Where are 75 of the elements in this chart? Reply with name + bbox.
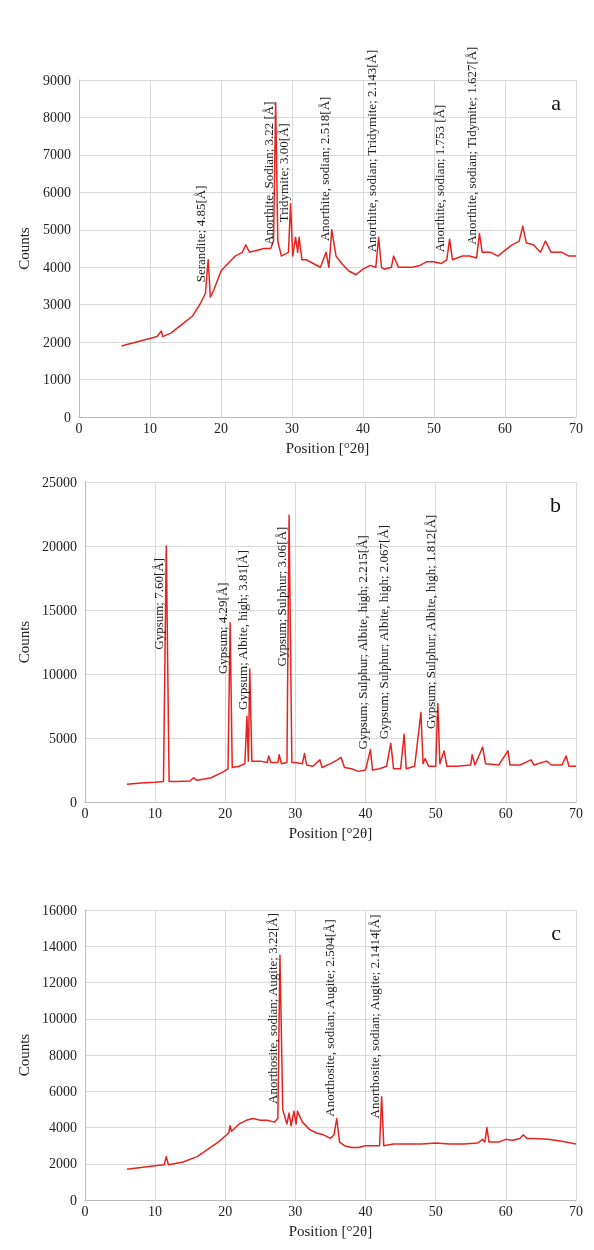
x-tick-label: 0 <box>81 1203 89 1219</box>
x-tick-label: 10 <box>148 805 163 821</box>
annotation: Anorthite, sodian; Tridymite; 2.143[Å] <box>363 49 379 253</box>
x-tick-label: 30 <box>285 420 299 436</box>
x-tick-label: 60 <box>498 1203 513 1219</box>
y-tick-label: 12000 <box>41 975 77 991</box>
chart-title: b <box>550 491 561 517</box>
y-tick-label: 8000 <box>43 109 71 125</box>
chart-title: c <box>551 919 562 945</box>
y-tick-label: 4000 <box>43 259 71 275</box>
x-tick-label: 20 <box>218 805 233 821</box>
x-tick-label: 30 <box>288 805 303 821</box>
x-tick-label: 50 <box>428 1203 443 1219</box>
y-tick-label: 6000 <box>48 1083 77 1099</box>
annotation: Gypsum; 7.60[Å] <box>151 558 167 650</box>
annotation: Gypsum; Sulphur; Albite, high; 1.812[Å] <box>422 514 438 730</box>
y-tick-label: 16000 <box>41 902 77 918</box>
annotation: Anorthite, sodian; Tidymite; 1.627[Å] <box>464 46 480 245</box>
y-tick-label: 25000 <box>41 474 77 490</box>
x-tick-label: 60 <box>498 420 512 436</box>
x-tick-label: 70 <box>569 805 583 821</box>
y-axis-title: Counts <box>15 1033 32 1077</box>
annotation: Gypsum; Sulphur; Albite, high; 2.215[Å] <box>355 535 371 750</box>
x-tick-label: 20 <box>214 420 228 436</box>
x-tick-label: 60 <box>498 805 513 821</box>
annotation: Anorthosite, sodian; Augite; 3.22[Å] <box>264 912 280 1104</box>
x-tick-label: 40 <box>358 1203 373 1219</box>
y-tick-label: 9000 <box>43 72 71 88</box>
y-tick-label: 1000 <box>43 372 71 388</box>
y-tick-label: 5000 <box>48 730 77 746</box>
x-tick-label: 20 <box>218 1203 233 1219</box>
annotation: Anorthosite, sodian; Augite; 2.504[Å] <box>321 919 337 1117</box>
annotation: Anorthite, Sodian; 3.22 [Å] <box>260 101 276 245</box>
y-tick-label: 0 <box>64 409 71 425</box>
annotation: Anorthosite, sodian; Augite; 2.1414[Å] <box>366 914 382 1119</box>
y-tick-label: 3000 <box>43 297 71 313</box>
x-tick-label: 30 <box>288 1203 303 1219</box>
annotation: Gypsum; Sulphur; 3.06[Å] <box>274 526 290 667</box>
chart-title: a <box>551 89 562 115</box>
annotation: Serandite; 4.85[Å] <box>193 185 209 283</box>
x-tick-label: 50 <box>427 420 441 436</box>
annotation: Gypsum; Albite, high; 3.81[Å] <box>234 549 250 710</box>
annotation: Gypsum; 4.29[Å] <box>215 582 231 675</box>
x-tick-label: 10 <box>148 1203 163 1219</box>
y-axis-title: Counts <box>15 620 32 664</box>
y-tick-label: 10000 <box>41 666 77 682</box>
y-tick-label: 15000 <box>41 602 77 618</box>
y-tick-label: 0 <box>69 794 77 810</box>
annotation: Anorthite, sodian; 2.518[Å] <box>316 96 332 242</box>
y-tick-label: 0 <box>69 1192 77 1208</box>
x-axis-title: Position [°2θ] <box>285 439 370 456</box>
y-tick-label: 6000 <box>43 184 71 200</box>
x-tick-label: 40 <box>358 805 373 821</box>
x-tick-label: 40 <box>356 420 370 436</box>
x-axis-title: Position [°2θ] <box>288 824 373 841</box>
y-tick-label: 2000 <box>43 334 71 350</box>
x-tick-label: 70 <box>569 1203 583 1219</box>
x-axis-title: Position [°2θ] <box>288 1222 373 1239</box>
y-tick-label: 8000 <box>48 1047 77 1063</box>
y-axis-title: Counts <box>15 227 32 270</box>
x-tick-label: 70 <box>569 420 583 436</box>
y-tick-label: 4000 <box>48 1120 77 1136</box>
annotation: Gypsum; Sulphur; Albite, high; 2.067[Å] <box>375 524 391 740</box>
line-series <box>126 514 577 785</box>
x-tick-label: 10 <box>143 420 157 436</box>
annotation: Tridymite; 3.00[Å] <box>275 123 291 223</box>
y-tick-label: 14000 <box>41 938 77 954</box>
x-tick-label: 0 <box>81 805 89 821</box>
y-tick-label: 7000 <box>43 147 71 163</box>
y-tick-label: 20000 <box>41 538 77 554</box>
x-tick-label: 50 <box>428 805 443 821</box>
y-tick-label: 10000 <box>41 1011 77 1027</box>
y-tick-label: 2000 <box>48 1156 77 1172</box>
y-tick-label: 5000 <box>43 222 71 238</box>
annotation: Anorthite, sodian; 1.753 [Å] <box>431 104 447 253</box>
